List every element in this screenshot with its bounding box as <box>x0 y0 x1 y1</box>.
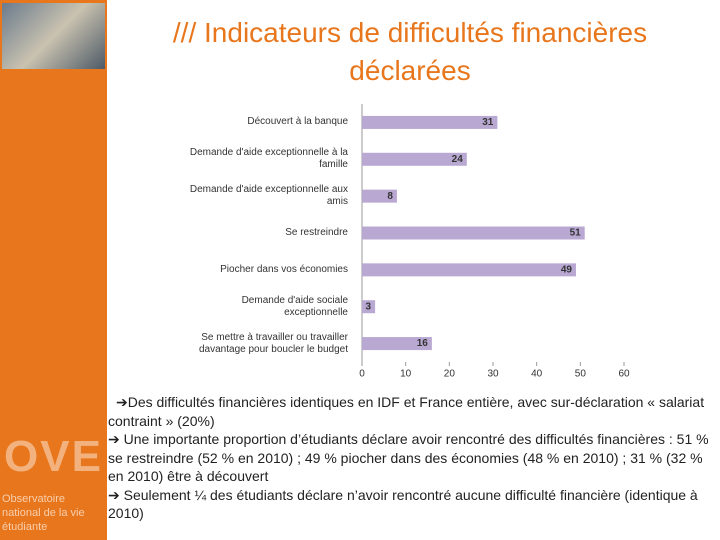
x-tick-label: 50 <box>575 369 587 380</box>
bar <box>362 226 585 240</box>
y-tick-label: Piocher dans vos économies <box>220 263 348 275</box>
y-tick-label: Se restreindre <box>285 227 348 238</box>
bar <box>362 337 432 351</box>
y-tick-label: Demande d'aide sociale exceptionnelle <box>241 294 348 318</box>
bar <box>362 152 467 166</box>
value-label: 8 <box>387 191 393 202</box>
y-tick-label: Découvert à la banque <box>247 116 348 128</box>
x-tick-label: 40 <box>531 369 543 380</box>
value-label: 16 <box>417 338 429 349</box>
sidebar: OVE Observatoire national de la vie étud… <box>0 0 107 540</box>
logo-text: Observatoire national de la vie étudiant… <box>2 493 85 533</box>
value-label: 31 <box>482 117 494 128</box>
x-tick-label: 10 <box>400 369 412 380</box>
bar <box>362 115 498 129</box>
value-label: 3 <box>366 301 372 312</box>
bullet: ➔ Une importante proportion d’étudiants … <box>108 431 709 484</box>
photo <box>2 3 105 69</box>
y-tick-label: Se mettre à travailler ou travailler dav… <box>198 331 348 355</box>
bullets: ➔Des difficultés financières identiques … <box>108 393 718 523</box>
x-tick-label: 60 <box>618 369 630 380</box>
bullet: ➔Des difficultés financières identiques … <box>108 394 705 429</box>
x-tick-label: 30 <box>487 369 499 380</box>
value-label: 49 <box>561 264 573 275</box>
slide-title: /// Indicateurs de difficultés financièr… <box>172 17 648 86</box>
value-label: 24 <box>452 154 464 165</box>
logo-mark: OVE <box>4 432 103 481</box>
bullet: ➔ Seulement ¼ des étudiants déclare n’av… <box>108 486 698 522</box>
x-tick-label: 20 <box>444 369 456 380</box>
y-tick-label: Demande d'aide exceptionnelle aux amis <box>189 184 348 208</box>
value-label: 51 <box>570 228 582 239</box>
x-tick-label: 0 <box>359 369 365 380</box>
bar <box>362 300 376 314</box>
bar <box>362 263 576 277</box>
bar <box>362 189 397 203</box>
y-tick-label: Demande d'aide exceptionnelle à la famil… <box>189 147 348 171</box>
